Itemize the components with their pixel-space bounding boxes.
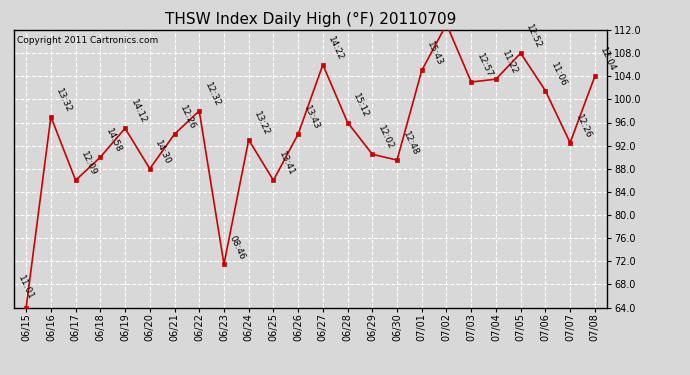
Text: 08:46: 08:46 — [228, 234, 247, 261]
Text: 14:22: 14:22 — [326, 35, 346, 62]
Text: 12:57: 12:57 — [475, 52, 494, 79]
Text: 12:26: 12:26 — [178, 104, 197, 131]
Text: 12:26: 12:26 — [574, 113, 593, 140]
Text: 13:32: 13:32 — [55, 87, 74, 114]
Text: 12:04: 12:04 — [598, 46, 618, 74]
Text: 15:43: 15:43 — [426, 40, 444, 68]
Text: 11:01: 11:01 — [17, 274, 35, 302]
Text: 13:41: 13:41 — [277, 150, 296, 177]
Text: 14:12: 14:12 — [129, 98, 148, 125]
Text: 12:09: 12:09 — [79, 150, 99, 177]
Text: 13:43: 13:43 — [302, 104, 321, 131]
Text: 12:02: 12:02 — [376, 124, 395, 152]
Text: 12:48: 12:48 — [401, 130, 420, 157]
Text: 11:06: 11:06 — [549, 60, 568, 88]
Text: 14:55: 14:55 — [0, 374, 1, 375]
Text: 14:58: 14:58 — [104, 127, 123, 154]
Text: 14:30: 14:30 — [153, 139, 172, 166]
Text: 11:22: 11:22 — [500, 49, 519, 76]
Text: 13:22: 13:22 — [253, 110, 271, 137]
Title: THSW Index Daily High (°F) 20110709: THSW Index Daily High (°F) 20110709 — [165, 12, 456, 27]
Text: Copyright 2011 Cartronics.com: Copyright 2011 Cartronics.com — [17, 36, 158, 45]
Text: 12:32: 12:32 — [203, 81, 222, 108]
Text: 12:52: 12:52 — [524, 23, 543, 50]
Text: 15:12: 15:12 — [351, 93, 371, 120]
